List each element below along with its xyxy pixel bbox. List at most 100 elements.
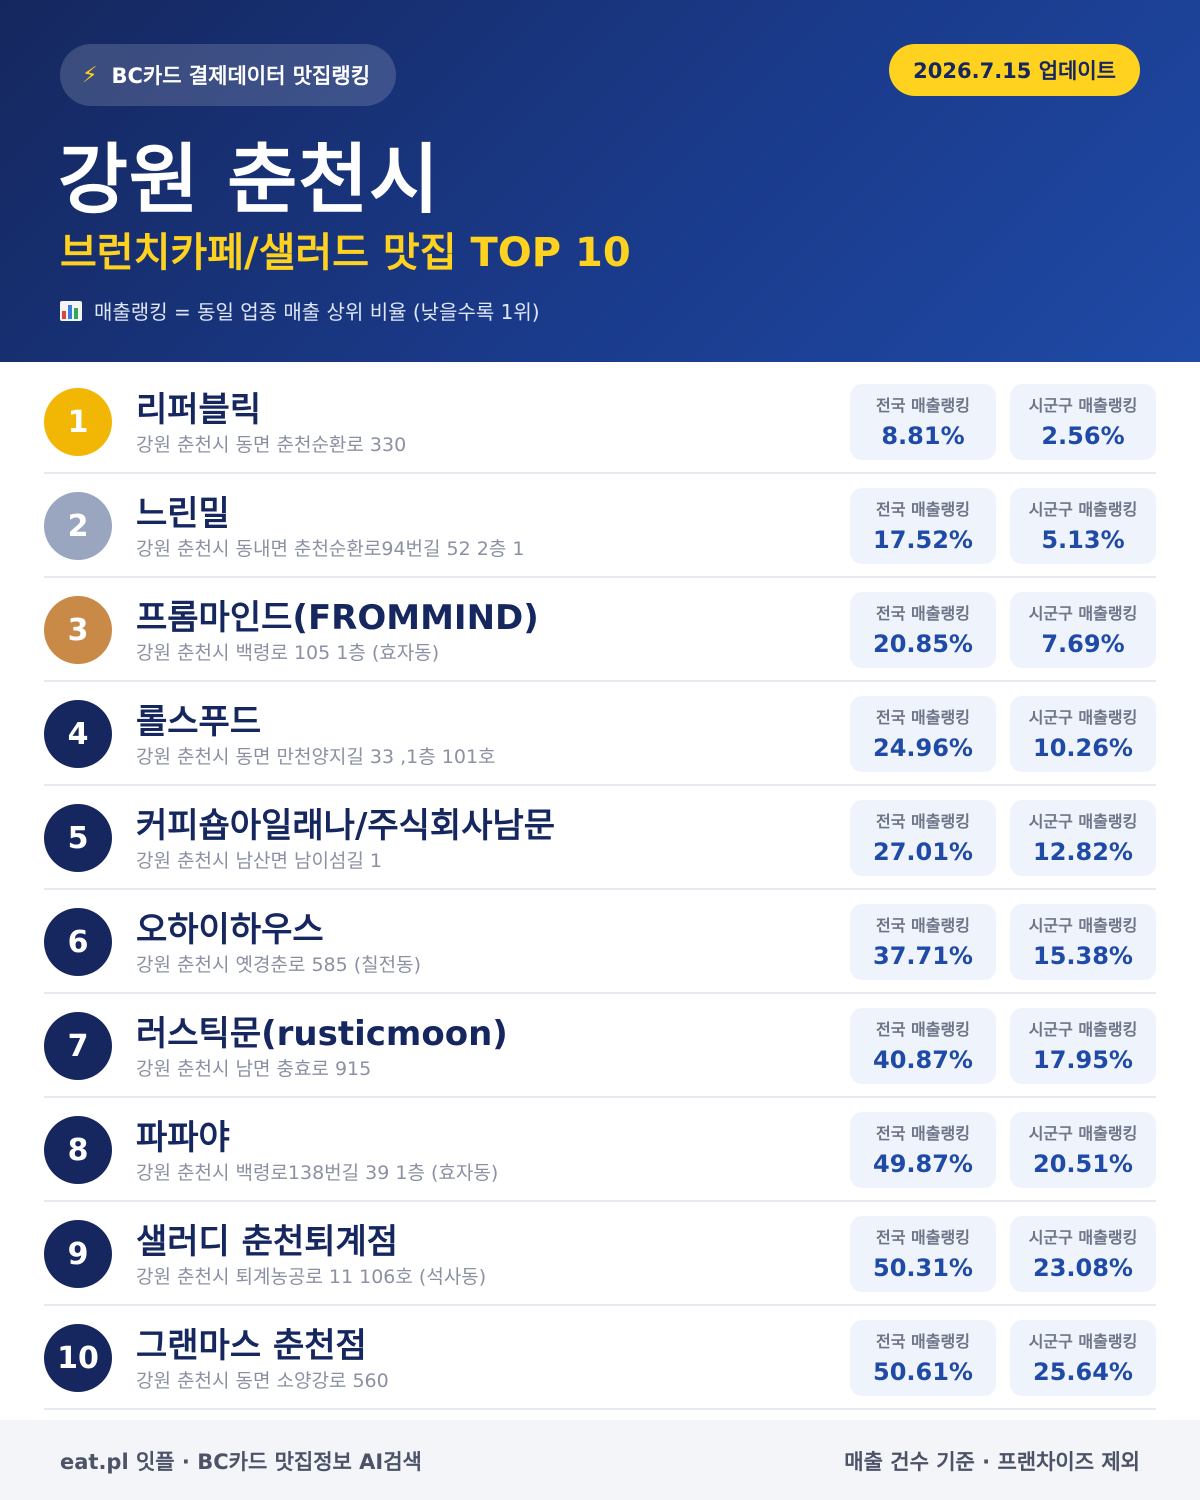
restaurant-address: 강원 춘천시 동면 춘천순환로 330: [136, 434, 407, 456]
lightning-bolt-icon: ⚡: [82, 62, 98, 88]
national-ranking-value: 17.52%: [873, 526, 973, 554]
national-ranking-value: 37.71%: [873, 942, 973, 970]
national-ranking-box: 전국 매출랭킹 27.01%: [850, 800, 996, 876]
ranking-row[interactable]: 10 그랜마스 춘천점 강원 춘천시 동면 소양강로 560 전국 매출랭킹 5…: [44, 1306, 1156, 1410]
national-ranking-value: 24.96%: [873, 734, 973, 762]
restaurant-address: 강원 춘천시 백령로 105 1층 (효자동): [136, 642, 440, 664]
local-ranking-label: 시군구 매출랭킹: [1028, 916, 1138, 935]
national-ranking-box: 전국 매출랭킹 8.81%: [850, 384, 996, 460]
local-ranking-value: 7.69%: [1041, 630, 1125, 658]
national-ranking-value: 27.01%: [873, 838, 973, 866]
page-title: 강원 춘천시: [58, 135, 441, 224]
ranking-row[interactable]: 5 커피숍아일래나/주식회사남문 강원 춘천시 남산면 남이섬길 1 전국 매출…: [44, 786, 1156, 890]
source-badge-label: BC카드 결제데이터 맛집랭킹: [111, 64, 371, 88]
local-ranking-value: 15.38%: [1033, 942, 1133, 970]
national-ranking-value: 50.61%: [873, 1358, 973, 1386]
local-ranking-value: 17.95%: [1033, 1046, 1133, 1074]
restaurant-address: 강원 춘천시 남면 충효로 915: [136, 1058, 372, 1080]
local-ranking-label: 시군구 매출랭킹: [1028, 500, 1138, 519]
national-ranking-box: 전국 매출랭킹 17.52%: [850, 488, 996, 564]
local-ranking-label: 시군구 매출랭킹: [1028, 812, 1138, 831]
national-ranking-value: 20.85%: [873, 630, 973, 658]
footer: eat.pl 잇플 · BC카드 맛집정보 AI검색 매출 건수 기준 · 프랜…: [0, 1420, 1200, 1500]
restaurant-address: 강원 춘천시 남산면 남이섬길 1: [136, 850, 383, 872]
national-ranking-box: 전국 매출랭킹 37.71%: [850, 904, 996, 980]
national-ranking-value: 40.87%: [873, 1046, 973, 1074]
national-ranking-label: 전국 매출랭킹: [876, 708, 970, 727]
national-ranking-label: 전국 매출랭킹: [876, 396, 970, 415]
national-ranking-box: 전국 매출랭킹 40.87%: [850, 1008, 996, 1084]
footer-source: eat.pl 잇플 · BC카드 맛집정보 AI검색: [60, 1450, 422, 1474]
restaurant-name[interactable]: 롤스푸드: [136, 702, 262, 742]
national-ranking-value: 49.87%: [873, 1150, 973, 1178]
local-ranking-box: 시군구 매출랭킹 2.56%: [1010, 384, 1156, 460]
national-ranking-box: 전국 매출랭킹 24.96%: [850, 696, 996, 772]
rank-badge: 3: [44, 596, 112, 664]
restaurant-name[interactable]: 프롬마인드(FROMMIND): [136, 598, 539, 638]
national-ranking-label: 전국 매출랭킹: [876, 500, 970, 519]
local-ranking-label: 시군구 매출랭킹: [1028, 708, 1138, 727]
ranking-row[interactable]: 4 롤스푸드 강원 춘천시 동면 만천양지길 33 ,1층 101호 전국 매출…: [44, 682, 1156, 786]
restaurant-name[interactable]: 느린밀: [136, 494, 230, 534]
local-ranking-label: 시군구 매출랭킹: [1028, 1332, 1138, 1351]
ranking-row[interactable]: 3 프롬마인드(FROMMIND) 강원 춘천시 백령로 105 1층 (효자동…: [44, 578, 1156, 682]
local-ranking-label: 시군구 매출랭킹: [1028, 604, 1138, 623]
bar-chart-icon: [60, 300, 82, 321]
restaurant-address: 강원 춘천시 옛경춘로 585 (칠전동): [136, 954, 422, 976]
local-ranking-box: 시군구 매출랭킹 15.38%: [1010, 904, 1156, 980]
ranking-row[interactable]: 1 리퍼블릭 강원 춘천시 동면 춘천순환로 330 전국 매출랭킹 8.81%…: [44, 370, 1156, 474]
restaurant-name[interactable]: 그랜마스 춘천점: [136, 1326, 367, 1366]
ranking-note-text: 매출랭킹 = 동일 업종 매출 상위 비율 (낮을수록 1위): [94, 300, 540, 324]
rank-badge: 4: [44, 700, 112, 768]
restaurant-name[interactable]: 커피숍아일래나/주식회사남문: [136, 806, 556, 846]
restaurant-address: 강원 춘천시 동내면 춘천순환로94번길 52 2층 1: [136, 538, 525, 560]
page-subtitle: 브런치카페/샐러드 맛집 TOP 10: [60, 230, 631, 276]
restaurant-name[interactable]: 러스틱문(rusticmoon): [136, 1014, 508, 1054]
restaurant-name[interactable]: 파파야: [136, 1118, 230, 1158]
ranking-row[interactable]: 8 파파야 강원 춘천시 백령로138번길 39 1층 (효자동) 전국 매출랭…: [44, 1098, 1156, 1202]
national-ranking-label: 전국 매출랭킹: [876, 604, 970, 623]
footer-criteria: 매출 건수 기준 · 프랜차이즈 제외: [844, 1450, 1140, 1474]
ranking-row[interactable]: 7 러스틱문(rusticmoon) 강원 춘천시 남면 충효로 915 전국 …: [44, 994, 1156, 1098]
local-ranking-box: 시군구 매출랭킹 25.64%: [1010, 1320, 1156, 1396]
national-ranking-value: 8.81%: [881, 422, 965, 450]
rank-badge: 7: [44, 1012, 112, 1080]
ranking-note: 매출랭킹 = 동일 업종 매출 상위 비율 (낮을수록 1위): [60, 296, 540, 325]
local-ranking-label: 시군구 매출랭킹: [1028, 396, 1138, 415]
ranking-row[interactable]: 2 느린밀 강원 춘천시 동내면 춘천순환로94번길 52 2층 1 전국 매출…: [44, 474, 1156, 578]
local-ranking-value: 12.82%: [1033, 838, 1133, 866]
rank-badge: 2: [44, 492, 112, 560]
national-ranking-label: 전국 매출랭킹: [876, 812, 970, 831]
local-ranking-value: 23.08%: [1033, 1254, 1133, 1282]
national-ranking-box: 전국 매출랭킹 20.85%: [850, 592, 996, 668]
ranking-row[interactable]: 9 샐러디 춘천퇴계점 강원 춘천시 퇴계농공로 11 106호 (석사동) 전…: [44, 1202, 1156, 1306]
national-ranking-box: 전국 매출랭킹 49.87%: [850, 1112, 996, 1188]
restaurant-address: 강원 춘천시 동면 만천양지길 33 ,1층 101호: [136, 746, 496, 768]
local-ranking-value: 5.13%: [1041, 526, 1125, 554]
local-ranking-label: 시군구 매출랭킹: [1028, 1020, 1138, 1039]
restaurant-name[interactable]: 리퍼블릭: [136, 390, 262, 430]
restaurant-name[interactable]: 오하이하우스: [136, 910, 324, 950]
local-ranking-label: 시군구 매출랭킹: [1028, 1124, 1138, 1143]
national-ranking-label: 전국 매출랭킹: [876, 1228, 970, 1247]
national-ranking-label: 전국 매출랭킹: [876, 1020, 970, 1039]
local-ranking-value: 20.51%: [1033, 1150, 1133, 1178]
national-ranking-box: 전국 매출랭킹 50.31%: [850, 1216, 996, 1292]
local-ranking-box: 시군구 매출랭킹 7.69%: [1010, 592, 1156, 668]
restaurant-name[interactable]: 샐러디 춘천퇴계점: [136, 1222, 399, 1262]
restaurant-address: 강원 춘천시 퇴계농공로 11 106호 (석사동): [136, 1266, 487, 1288]
rank-badge: 1: [44, 388, 112, 456]
local-ranking-label: 시군구 매출랭킹: [1028, 1228, 1138, 1247]
national-ranking-value: 50.31%: [873, 1254, 973, 1282]
update-date-badge: 2026.7.15 업데이트: [889, 44, 1140, 96]
rank-badge: 5: [44, 804, 112, 872]
local-ranking-value: 2.56%: [1041, 422, 1125, 450]
national-ranking-label: 전국 매출랭킹: [876, 1124, 970, 1143]
local-ranking-value: 25.64%: [1033, 1358, 1133, 1386]
local-ranking-box: 시군구 매출랭킹 20.51%: [1010, 1112, 1156, 1188]
local-ranking-value: 10.26%: [1033, 734, 1133, 762]
ranking-row[interactable]: 6 오하이하우스 강원 춘천시 옛경춘로 585 (칠전동) 전국 매출랭킹 3…: [44, 890, 1156, 994]
rank-badge: 8: [44, 1116, 112, 1184]
national-ranking-label: 전국 매출랭킹: [876, 916, 970, 935]
national-ranking-box: 전국 매출랭킹 50.61%: [850, 1320, 996, 1396]
